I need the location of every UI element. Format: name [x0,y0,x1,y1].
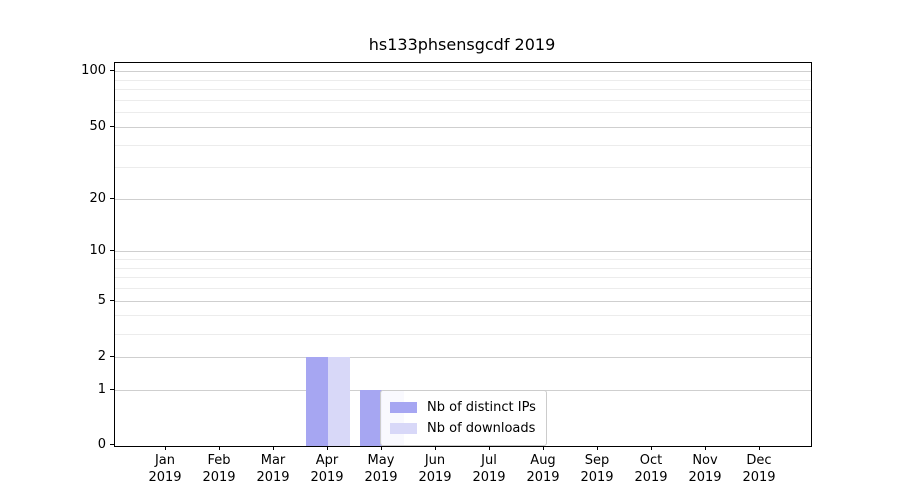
x-axis-tick [543,446,544,450]
x-axis-tick [651,446,652,450]
x-axis-tick-label: Feb 2019 [202,453,236,485]
y-axis-tick [110,356,114,357]
x-axis-tick-label: Jan 2019 [148,453,182,485]
y-axis-tick [110,389,114,390]
major-gridline [115,71,811,73]
minor-gridline [115,112,811,114]
minor-gridline [115,277,811,279]
x-axis-tick-label: Nov 2019 [688,453,722,485]
major-gridline [115,251,811,253]
x-axis-tick [597,446,598,450]
legend-row: Nb of downloads [390,418,536,439]
y-axis-tick-label: 50 [89,119,106,134]
y-axis-tick [110,300,114,301]
x-axis-tick [219,446,220,450]
minor-gridline [115,79,811,81]
x-axis-tick-label: Aug 2019 [526,453,560,485]
x-axis-tick [273,446,274,450]
y-axis-tick-label: 5 [97,293,106,308]
y-axis-tick [110,70,114,71]
y-axis-tick-label: 1 [97,382,106,397]
y-axis-tick [110,126,114,127]
bar [328,356,350,446]
legend: Nb of distinct IPs Nb of downloads [380,390,547,446]
minor-gridline [115,267,811,269]
major-gridline [115,300,811,302]
major-gridline [115,198,811,200]
x-axis-tick-label: Mar 2019 [256,453,290,485]
minor-gridline [115,89,811,91]
y-axis-tick [110,444,114,445]
y-axis-tick-label: 20 [89,191,106,206]
x-axis-tick-label: Dec 2019 [742,453,776,485]
y-axis-tick-label: 2 [97,349,106,364]
major-gridline [115,126,811,128]
x-axis-tick [705,446,706,450]
minor-gridline [115,100,811,101]
x-axis-tick [759,446,760,450]
legend-row: Nb of distinct IPs [390,397,536,418]
y-axis-tick-label: 10 [89,243,106,258]
minor-gridline [115,259,811,261]
legend-swatch [390,423,417,434]
y-axis-tick-label: 100 [81,63,106,78]
x-axis-tick-label: Jul 2019 [472,453,506,485]
y-axis-tick-label: 0 [97,437,106,452]
legend-label: Nb of downloads [427,421,536,436]
chart-title: hs133phsensgcdf 2019 [368,35,556,54]
x-axis-tick [489,446,490,450]
bar [306,356,328,446]
x-axis-tick [435,446,436,450]
x-axis-tick-label: Apr 2019 [310,453,344,485]
minor-gridline [115,333,811,335]
x-axis-tick [327,446,328,450]
x-axis-tick-label: Oct 2019 [634,453,668,485]
x-axis-tick-label: Jun 2019 [418,453,452,485]
major-gridline [115,356,811,358]
y-axis-tick [110,198,114,199]
minor-gridline [115,167,811,169]
y-axis-tick [110,250,114,251]
plot-area: Nb of distinct IPs Nb of downloads [114,62,812,447]
legend-swatch [390,402,417,413]
bar [360,389,382,446]
x-axis-tick-label: Sep 2019 [580,453,614,485]
minor-gridline [115,315,811,317]
legend-label: Nb of distinct IPs [427,400,536,415]
minor-gridline [115,144,811,146]
minor-gridline [115,288,811,290]
x-axis-tick [165,446,166,450]
x-axis-tick [381,446,382,450]
x-axis-tick-label: May 2019 [364,453,398,485]
